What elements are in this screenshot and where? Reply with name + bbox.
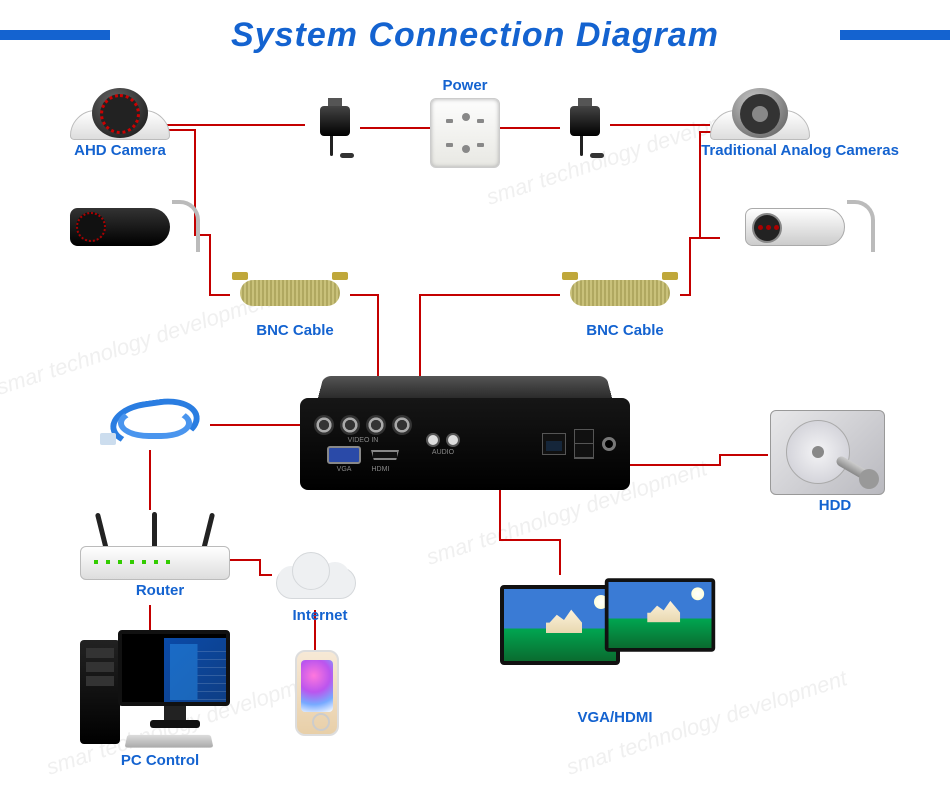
- desktop-pc-icon: [80, 630, 230, 750]
- node-router: Router: [80, 510, 240, 599]
- bnc-cable-label: BNC Cable: [560, 322, 690, 339]
- node-power-adapter-left: [310, 98, 360, 158]
- internet-label: Internet: [270, 607, 370, 624]
- bnc-cable-label: BNC Cable: [230, 322, 360, 339]
- diagram-title: System Connection Diagram: [231, 16, 719, 55]
- wire: [625, 455, 768, 465]
- wire: [500, 490, 560, 575]
- node-smartphone: [295, 650, 339, 736]
- router-icon: [80, 510, 230, 580]
- vga-hdmi-label: VGA/HDMI: [500, 709, 730, 726]
- node-analog-dome-camera: Traditional Analog Cameras: [690, 75, 910, 159]
- node-ahd-bullet-camera: [55, 200, 205, 255]
- cloud-icon: [270, 550, 360, 605]
- node-internet-cloud: Internet: [270, 550, 370, 624]
- node-dvr: VIDEO IN VGAHDMI AUDIO: [300, 370, 630, 490]
- node-analog-bullet-camera: [720, 200, 890, 255]
- dome-camera-icon: [70, 75, 170, 140]
- node-bnc-cable-left: BNC Cable: [230, 270, 360, 339]
- node-bnc-cable-right: BNC Cable: [560, 270, 690, 339]
- bullet-camera-icon: [735, 200, 875, 255]
- dc-port-icon: [602, 437, 616, 451]
- power-adapter-icon: [310, 98, 360, 158]
- ethernet-cable-icon: [100, 395, 210, 450]
- bnc-cable-icon: [560, 270, 680, 320]
- ahd-camera-label: AHD Camera: [60, 142, 180, 159]
- dome-camera-icon: [710, 75, 810, 140]
- power-label: Power: [415, 77, 515, 94]
- node-hdd: HDD: [770, 410, 900, 514]
- hdd-icon: [770, 410, 885, 495]
- node-power-adapter-right: [560, 98, 610, 158]
- title-bar: System Connection Diagram: [0, 0, 950, 70]
- ethernet-port-icon: [542, 433, 566, 455]
- wall-outlet-icon: [430, 98, 500, 168]
- bnc-cable-icon: [230, 270, 350, 320]
- bullet-camera-icon: [60, 200, 200, 255]
- hdd-label: HDD: [770, 497, 900, 514]
- node-pc: PC Control: [80, 630, 240, 769]
- analog-camera-label: Traditional Analog Cameras: [690, 142, 910, 159]
- diagram-canvas: smar technology development smar technol…: [0, 70, 950, 800]
- usb-port-icon: [574, 429, 594, 459]
- node-ahd-dome-camera: AHD Camera: [60, 75, 180, 159]
- node-ethernet-cable: [100, 395, 210, 450]
- node-wall-outlet: Power: [415, 75, 515, 168]
- node-monitors: VGA/HDMI: [500, 575, 730, 726]
- power-adapter-icon: [560, 98, 610, 158]
- pc-control-label: PC Control: [80, 752, 240, 769]
- router-label: Router: [80, 582, 240, 599]
- dual-monitor-icon: [500, 575, 720, 695]
- smartphone-icon: [295, 650, 339, 736]
- dvr-icon: VIDEO IN VGAHDMI AUDIO: [300, 370, 630, 490]
